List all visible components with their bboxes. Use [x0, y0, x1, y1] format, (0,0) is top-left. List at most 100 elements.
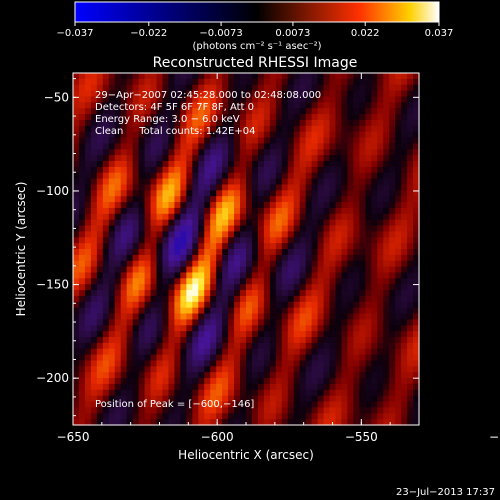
- heatmap-cell: [102, 407, 110, 414]
- heatmap-cell: [281, 219, 289, 227]
- heatmap-cell: [114, 225, 122, 232]
- heatmap-cell: [287, 325, 295, 332]
- heatmap-cell: [257, 395, 265, 403]
- heatmap-cell: [114, 190, 122, 197]
- heatmap-cell: [228, 190, 235, 197]
- heatmap-cell: [275, 331, 283, 338]
- heatmap-cell: [138, 213, 146, 221]
- heatmap-cell: [377, 249, 384, 256]
- heatmap-cell: [389, 342, 396, 350]
- heatmap-cell: [144, 366, 152, 373]
- heatmap-cell: [305, 290, 313, 297]
- heatmap-cell: [84, 272, 92, 279]
- heatmap-cell: [383, 395, 390, 403]
- heatmap-cell: [156, 366, 164, 373]
- heatmap-cell: [263, 114, 271, 121]
- heatmap-cell: [180, 231, 187, 238]
- heatmap-cell: [281, 90, 289, 98]
- heatmap-cell: [222, 161, 229, 168]
- heatmap-cell: [269, 225, 277, 232]
- heatmap-cell: [389, 378, 396, 385]
- heatmap-cell: [78, 119, 86, 127]
- heatmap-cell: [210, 313, 217, 320]
- heatmap-cell: [192, 114, 199, 121]
- heatmap-cell: [246, 348, 253, 356]
- heatmap-cell: [365, 161, 372, 168]
- heatmap-cell: [371, 266, 378, 274]
- heatmap-cell: [102, 413, 110, 420]
- heatmap-cell: [192, 313, 199, 320]
- heatmap-cell: [150, 284, 158, 291]
- heatmap-cell: [383, 366, 390, 373]
- heatmap-cell: [234, 407, 241, 414]
- heatmap-cell: [120, 372, 128, 379]
- heatmap-cell: [126, 372, 134, 379]
- heatmap-cell: [347, 366, 354, 373]
- heatmap-cell: [353, 202, 360, 209]
- heatmap-cell: [347, 73, 354, 80]
- heatmap-cell: [168, 178, 176, 186]
- heatmap-cell: [120, 184, 128, 191]
- heatmap-cell: [162, 372, 170, 379]
- heatmap-cell: [281, 125, 289, 133]
- heatmap-cell: [347, 137, 354, 144]
- heatmap-cell: [78, 102, 86, 109]
- heatmap-cell: [246, 196, 253, 203]
- heatmap-cell: [73, 84, 80, 92]
- heatmap-cell: [73, 102, 80, 109]
- heatmap-cell: [371, 190, 378, 197]
- heatmap-cell: [186, 278, 193, 285]
- heatmap-cell: [323, 378, 331, 385]
- heatmap-cell: [222, 313, 229, 320]
- heatmap-cell: [156, 348, 164, 356]
- heatmap-cell: [365, 108, 372, 115]
- heatmap-cell: [341, 319, 349, 326]
- heatmap-cell: [317, 96, 325, 103]
- heatmap-cell: [299, 319, 307, 326]
- heatmap-cell: [228, 378, 235, 385]
- heatmap-cell: [228, 301, 235, 309]
- heatmap-cell: [251, 401, 259, 408]
- heatmap-cell: [246, 366, 253, 373]
- heatmap-cell: [216, 319, 223, 326]
- heatmap-cell: [162, 395, 170, 403]
- heatmap-cell: [341, 307, 349, 315]
- heatmap-cell: [311, 249, 319, 256]
- heatmap-cell: [293, 348, 301, 356]
- heatmap-cell: [156, 395, 164, 403]
- heatmap-cell: [162, 202, 170, 209]
- heatmap-cell: [168, 260, 176, 268]
- heatmap-cell: [263, 231, 271, 238]
- heatmap-cell: [281, 202, 289, 209]
- heatmap-cell: [275, 102, 283, 109]
- heatmap-cell: [186, 108, 193, 115]
- heatmap-cell: [275, 307, 283, 315]
- heatmap-cell: [395, 301, 402, 309]
- heatmap-cell: [132, 272, 140, 279]
- heatmap-cell: [126, 225, 134, 232]
- heatmap-cell: [341, 237, 349, 244]
- heatmap-cell: [263, 207, 271, 215]
- heatmap-cell: [371, 119, 378, 127]
- heatmap-cell: [389, 202, 396, 209]
- heatmap-cell: [395, 272, 402, 279]
- heatmap-cell: [234, 237, 241, 244]
- heatmap-cell: [329, 172, 337, 180]
- heatmap-cell: [150, 90, 158, 98]
- heatmap-cell: [114, 108, 122, 115]
- heatmap-cell: [156, 331, 164, 338]
- heatmap-cell: [210, 301, 217, 309]
- heatmap-cell: [150, 114, 158, 121]
- heatmap-cell: [96, 131, 104, 139]
- heatmap-cell: [96, 202, 104, 209]
- heatmap-cell: [126, 202, 134, 209]
- heatmap-cell: [198, 383, 205, 391]
- heatmap-cell: [365, 301, 372, 309]
- heatmap-cell: [323, 319, 331, 326]
- heatmap-cell: [407, 78, 414, 86]
- heatmap-cell: [73, 325, 80, 332]
- heatmap-cell: [395, 266, 402, 274]
- heatmap-cell: [96, 348, 104, 356]
- heatmap-cell: [377, 96, 384, 103]
